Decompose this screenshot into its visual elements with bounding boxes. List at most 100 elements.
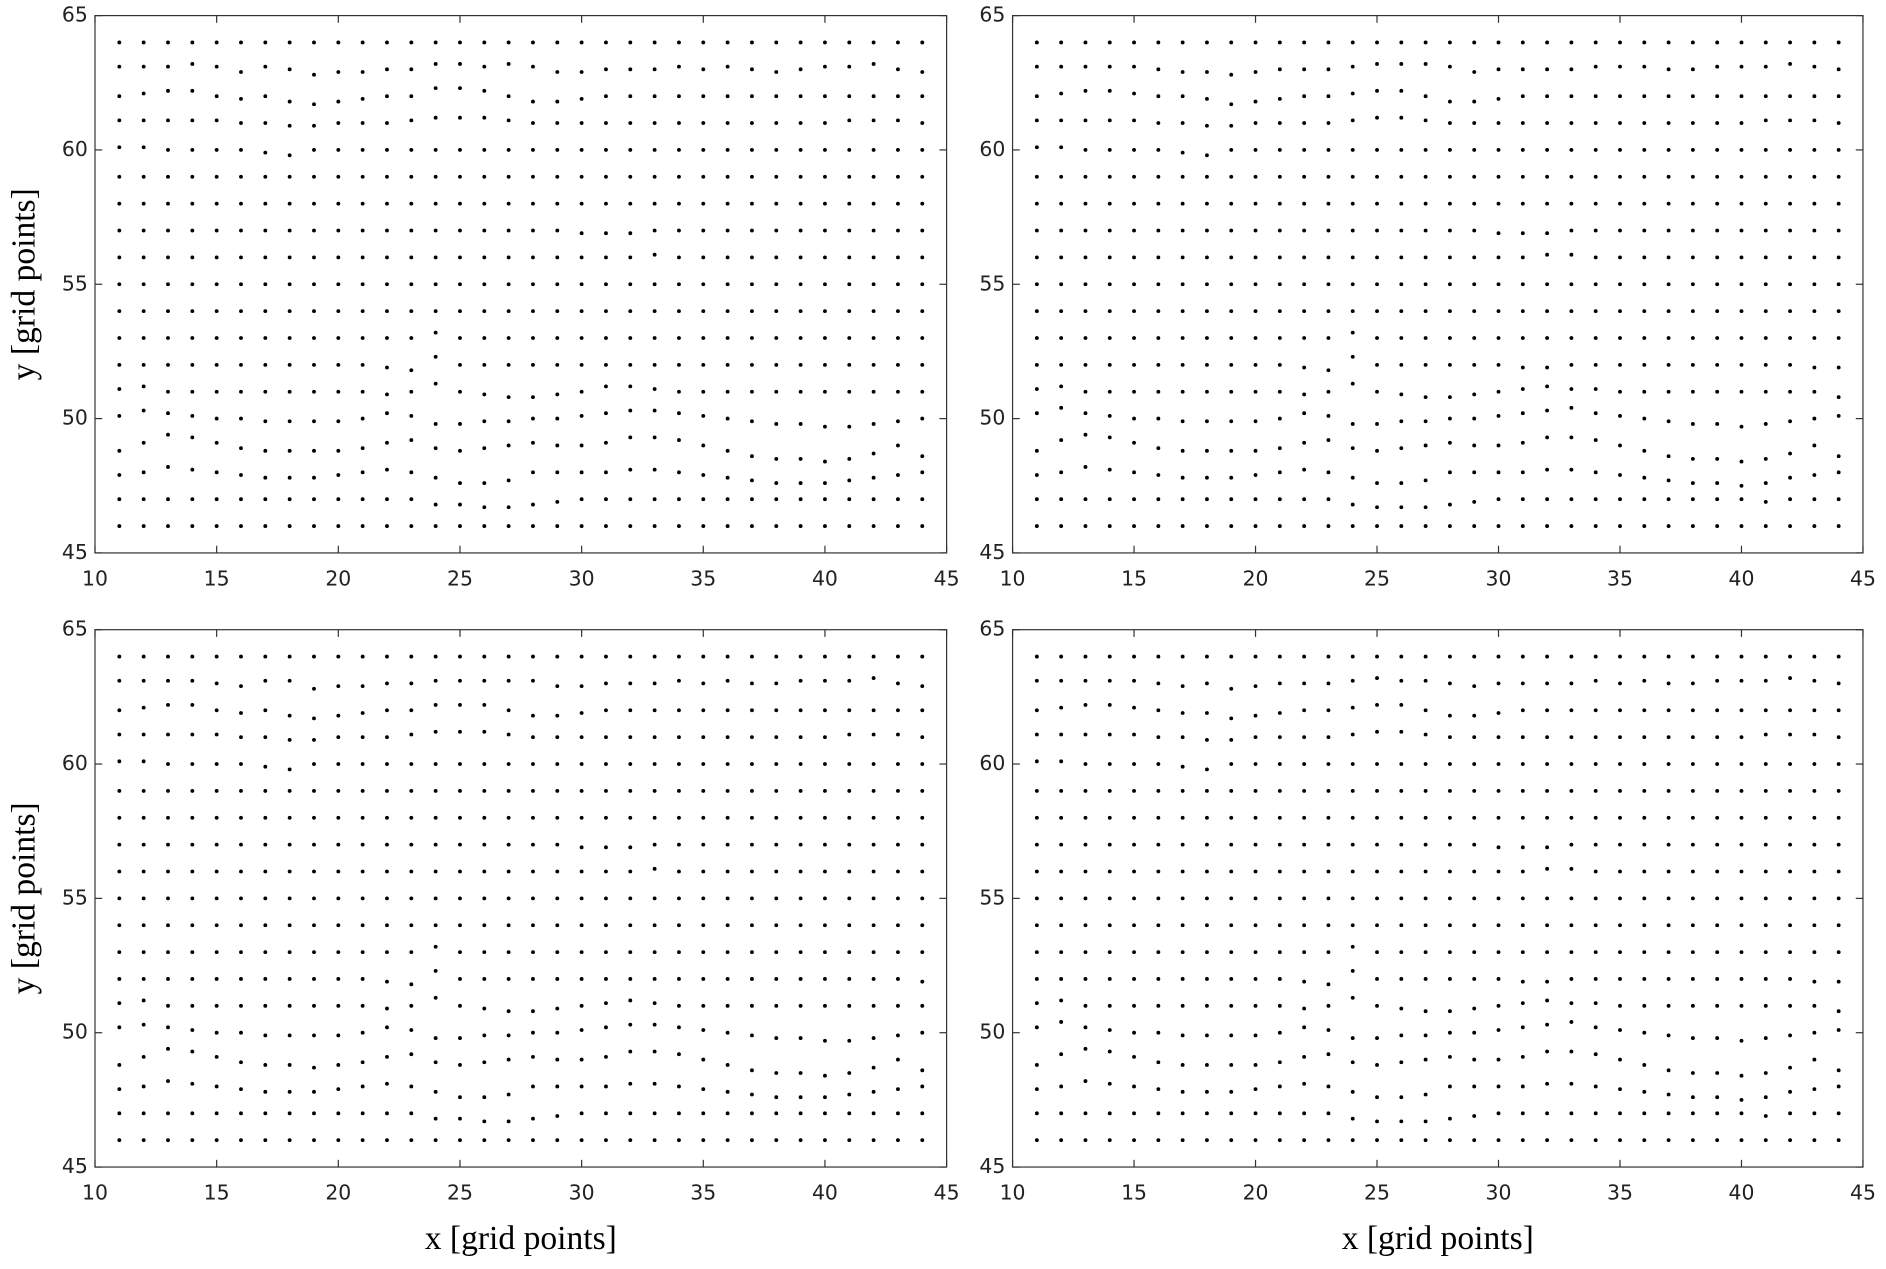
point [701,309,706,314]
point [1034,1063,1039,1067]
point [579,362,584,367]
point [1156,362,1161,367]
point [482,148,487,152]
point [1836,67,1841,72]
point [1277,869,1282,874]
point [1205,896,1209,901]
point [1812,979,1817,984]
point [871,762,876,766]
y-tick-label: 65 [979,3,1005,27]
point [1083,1111,1088,1116]
point [214,282,219,287]
point [920,389,925,394]
point [1836,40,1841,45]
point [336,1033,341,1038]
point [1763,1036,1768,1041]
point [1302,1111,1307,1116]
point [190,201,195,206]
point [847,478,852,483]
point [1690,148,1695,152]
y-tick-label: 50 [62,406,88,430]
point [847,424,852,429]
point [506,201,511,206]
point [628,923,633,928]
point [1277,336,1282,340]
point [1569,336,1574,340]
point [1326,438,1331,443]
point [190,282,195,287]
plot-frame [94,14,948,554]
point [701,473,706,477]
point [1545,408,1550,413]
point [1326,815,1331,820]
point [1666,654,1671,659]
point [750,454,754,459]
point [1739,869,1744,874]
point [190,678,195,683]
point [312,419,316,424]
point [628,950,633,955]
point [1132,1084,1136,1089]
point [506,1092,511,1097]
point [896,1111,900,1116]
point [409,413,414,418]
point [166,389,170,394]
point [141,1111,146,1116]
point [1277,842,1282,847]
point [336,923,341,928]
point [725,1089,730,1094]
point [1472,815,1477,820]
point [725,977,730,981]
point [871,148,876,152]
point [920,654,925,659]
point [1715,201,1720,206]
point [1399,788,1404,793]
point [360,842,365,847]
point [287,1089,292,1094]
point [1277,1003,1282,1008]
point [677,438,681,443]
point [336,684,341,689]
point [1569,762,1574,766]
point [1545,365,1550,370]
point [360,896,365,901]
point [458,1036,462,1041]
point [823,762,827,766]
point [1788,977,1792,981]
point [482,788,487,793]
point [579,148,584,152]
point [1545,979,1550,984]
point [312,174,316,179]
point [239,389,243,394]
point [214,923,219,928]
point [458,703,462,707]
point [214,336,219,340]
point [1763,1095,1768,1100]
point [871,1089,876,1094]
point [1569,815,1574,820]
point [1763,148,1768,152]
point [774,842,779,847]
point [166,896,170,901]
point [1253,389,1258,394]
point [555,713,560,718]
point [482,228,487,233]
point [750,282,754,287]
point [1205,1111,1209,1116]
point [1788,451,1792,456]
point [871,94,876,99]
point [871,676,876,680]
point [1788,174,1792,179]
point [1180,150,1185,155]
point [458,174,462,179]
point [1326,148,1331,152]
point [1836,681,1841,686]
point [263,309,268,314]
point [896,174,900,179]
point [774,735,779,740]
point [847,524,852,528]
point [1715,336,1720,340]
point [531,842,535,847]
point [1472,654,1477,659]
point [239,148,243,152]
